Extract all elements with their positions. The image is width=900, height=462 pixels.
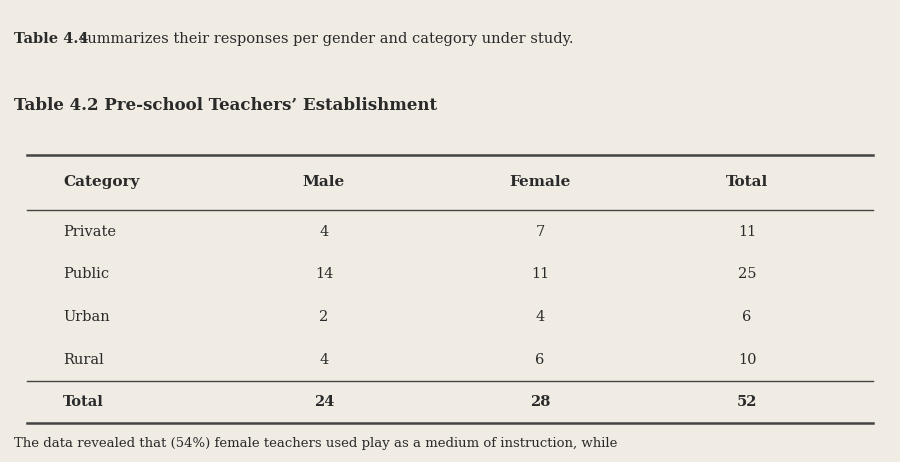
Text: Total: Total <box>726 176 768 189</box>
Text: Table 4.2 Pre-school Teachers’ Establishment: Table 4.2 Pre-school Teachers’ Establish… <box>14 97 436 114</box>
Text: 7: 7 <box>536 225 544 238</box>
Text: 11: 11 <box>531 267 549 281</box>
Text: Private: Private <box>63 225 116 238</box>
Text: 10: 10 <box>738 353 756 367</box>
Text: The data revealed that (54%) female teachers used play as a medium of instructio: The data revealed that (54%) female teac… <box>14 438 616 450</box>
Text: Female: Female <box>509 176 571 189</box>
Text: 11: 11 <box>738 225 756 238</box>
Text: Table 4.4: Table 4.4 <box>14 32 88 46</box>
Text: 25: 25 <box>738 267 756 281</box>
Text: Total: Total <box>63 395 104 409</box>
Text: 4: 4 <box>320 353 328 367</box>
Text: 24: 24 <box>314 395 334 409</box>
Text: Urban: Urban <box>63 310 110 324</box>
Text: 4: 4 <box>320 225 328 238</box>
Text: summarizes their responses per gender and category under study.: summarizes their responses per gender an… <box>75 32 573 46</box>
Text: 52: 52 <box>737 395 757 409</box>
Text: 2: 2 <box>320 310 328 324</box>
Text: 6: 6 <box>742 310 752 324</box>
Text: Male: Male <box>303 176 345 189</box>
Text: Public: Public <box>63 267 109 281</box>
Text: 6: 6 <box>536 353 544 367</box>
Text: 4: 4 <box>536 310 544 324</box>
Text: 14: 14 <box>315 267 333 281</box>
Text: Category: Category <box>63 176 140 189</box>
Text: Rural: Rural <box>63 353 104 367</box>
Text: 28: 28 <box>530 395 550 409</box>
